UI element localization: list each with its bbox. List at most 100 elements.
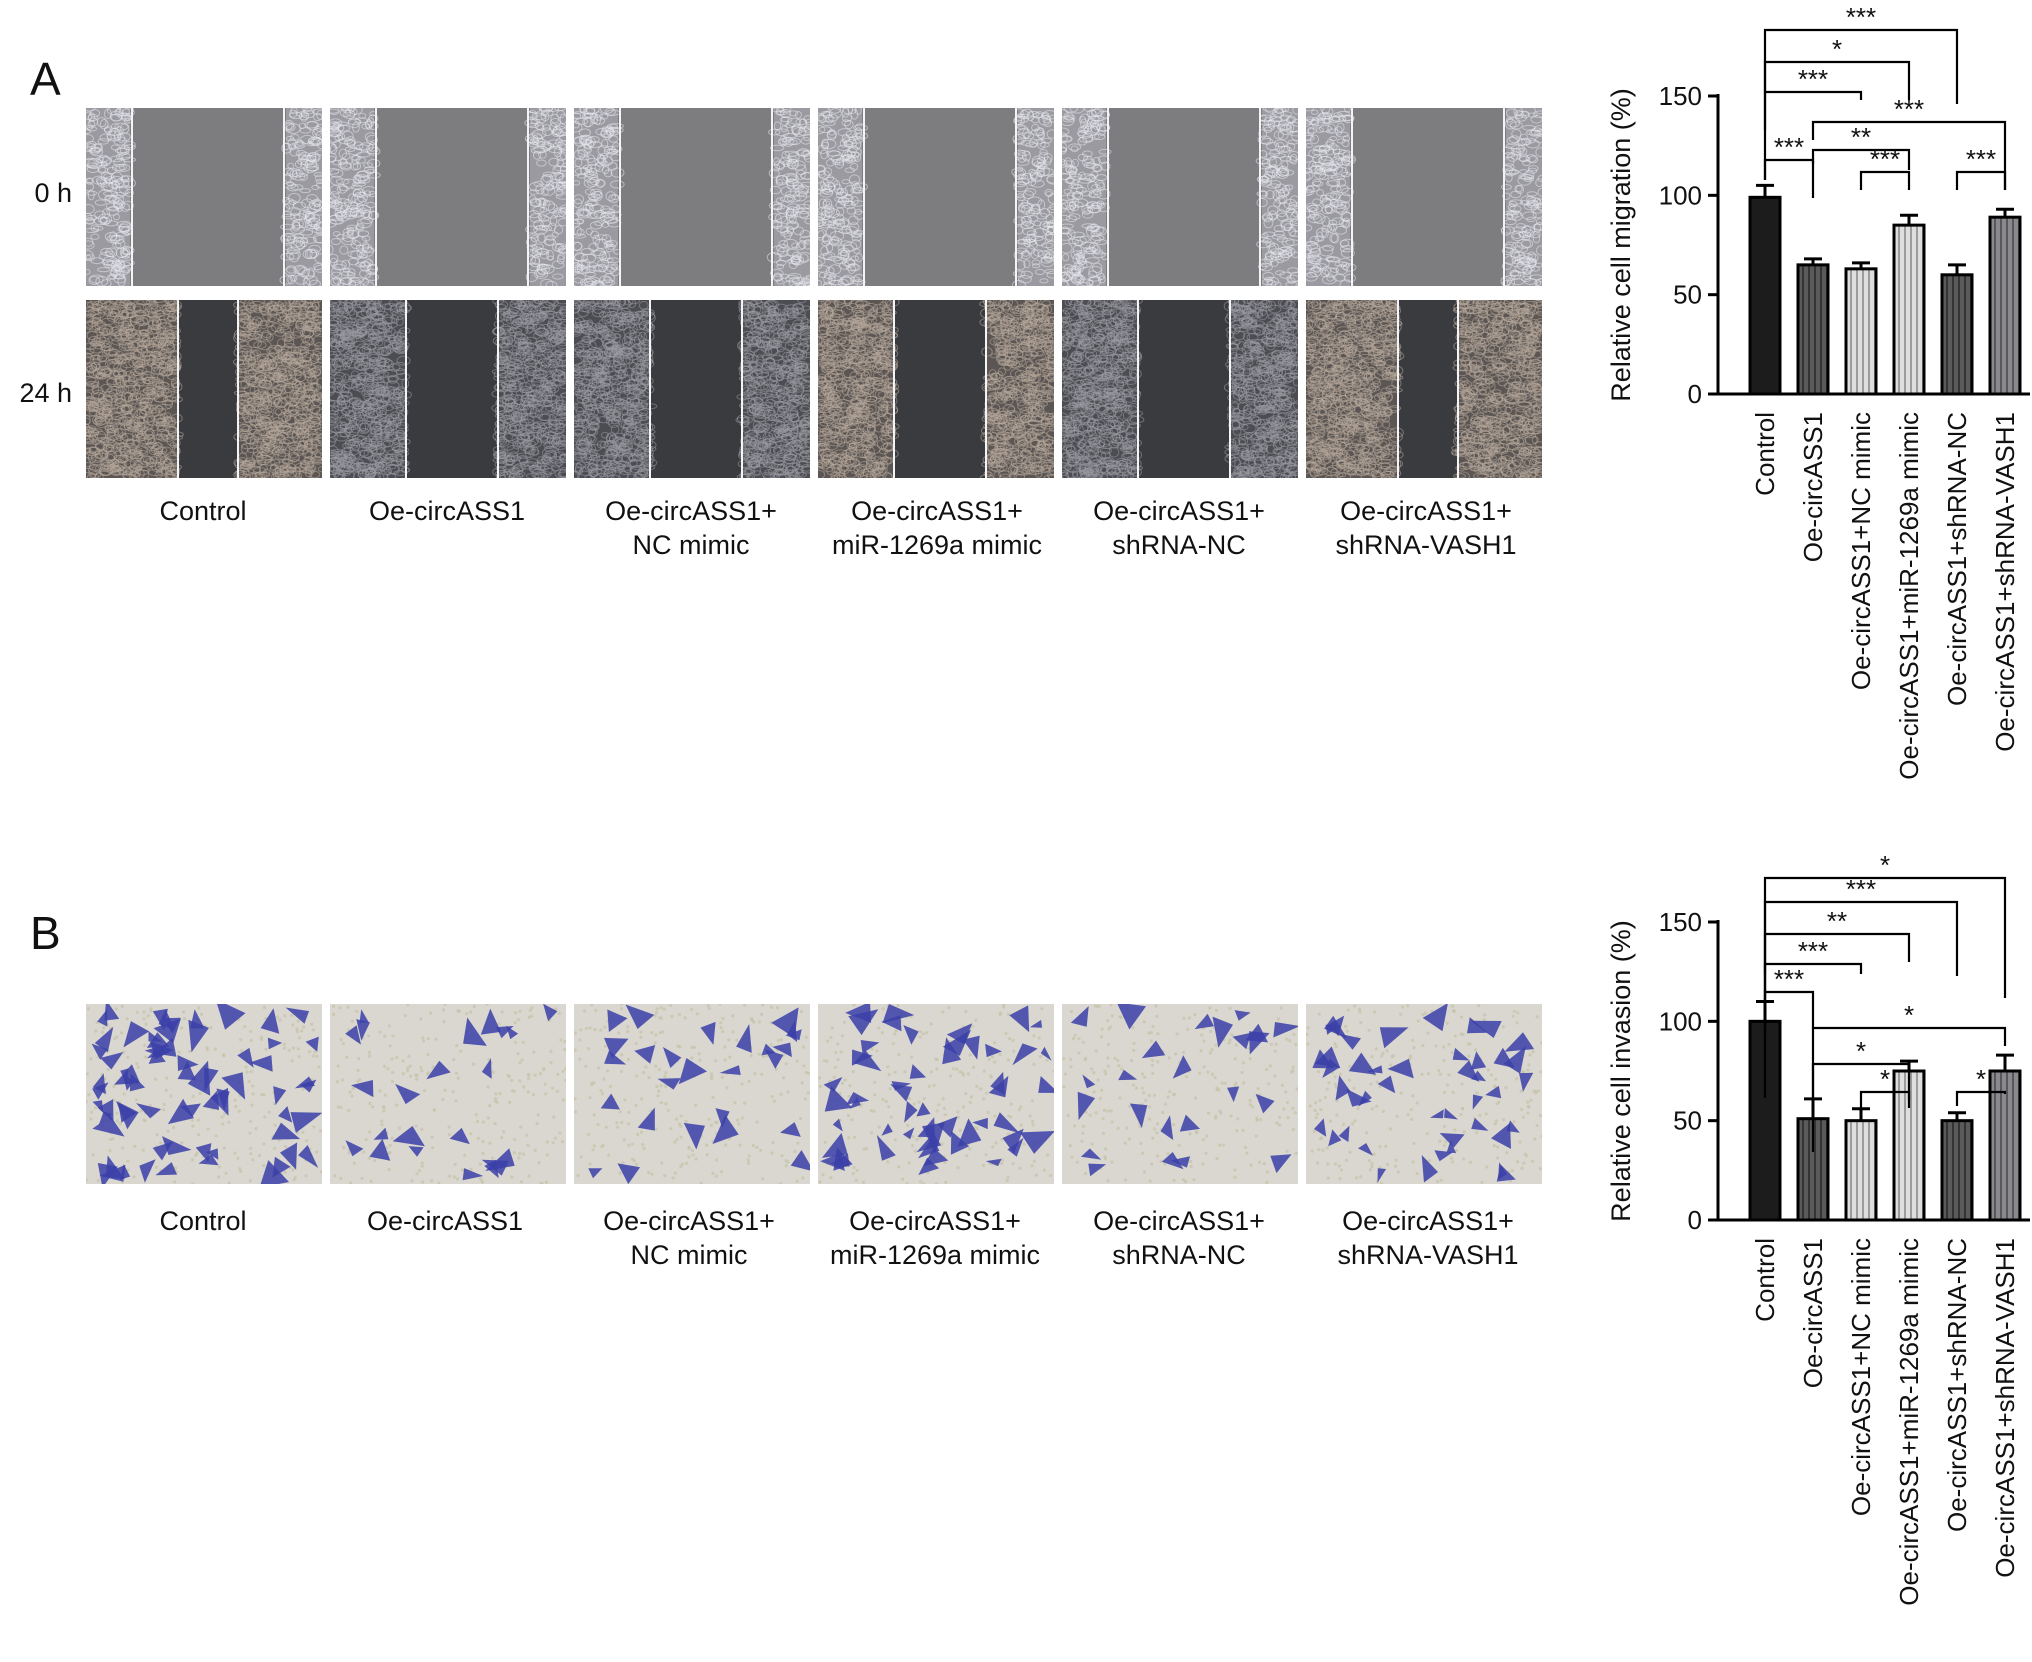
transwell-image-4: [818, 1004, 1054, 1184]
x-tick-label-3: Oe-circASS1+NC mimic: [1846, 1238, 1876, 1516]
significance-bracket-5: [1811, 148, 1911, 170]
significance-label-7: ***: [1870, 144, 1900, 174]
bar-5: [1940, 273, 1974, 396]
error-bar-2: [1804, 257, 1822, 265]
bar-3: [1844, 1119, 1878, 1222]
x-tick-label-2: Oe-circASS1: [1798, 1238, 1828, 1388]
x-tick-label-6: Oe-circASS1+shRNA-VASH1: [1990, 1238, 2020, 1578]
condition-label-a-oe-circass1: Oe-circASS1: [368, 496, 526, 526]
y-axis-label: Relative cell migration (%): [1606, 88, 1636, 402]
significance-bracket-4: [1811, 120, 2007, 190]
significance-bracket-3: [1763, 932, 1911, 974]
scratch-image-0h-5: [1062, 108, 1298, 286]
significance-label-8: ***: [1966, 144, 1996, 174]
y-axis-label: Relative cell invasion (%): [1606, 920, 1636, 1222]
significance-label-4: ***: [1894, 94, 1924, 124]
bar-4: [1892, 223, 1926, 396]
error-bar-5: [1948, 1111, 1966, 1121]
y-tick-label: 0: [1688, 379, 1702, 409]
y-tick-label: 0: [1688, 1205, 1702, 1235]
scratch-image-24h-4: [818, 300, 1054, 478]
condition-label-a-control: Control: [159, 496, 247, 526]
bar-5: [1940, 1119, 1974, 1222]
significance-bracket-4: [1763, 962, 1863, 1010]
error-bar-6: [1996, 1053, 2014, 1071]
error-bar-1: [1756, 183, 1774, 198]
significance-bracket-8: [1859, 1090, 1911, 1110]
significance-bracket-2: [1763, 60, 1911, 100]
bar-3: [1844, 267, 1878, 396]
x-tick-label-4: Oe-circASS1+miR-1269a mimic: [1894, 1238, 1924, 1606]
condition-label-b-oe-circass1: Oe-circASS1: [366, 1206, 524, 1236]
significance-bracket-9: [1955, 1090, 2007, 1106]
x-tick-label-4: Oe-circASS1+miR-1269a mimic: [1894, 412, 1924, 780]
condition-label-a-nc-mimic: Oe-circASS1+ NC mimic: [605, 496, 777, 560]
transwell-image-6: [1306, 1004, 1542, 1184]
bar-2: [1796, 263, 1830, 396]
significance-bracket-8: [1955, 170, 2007, 190]
significance-label-2: ***: [1846, 874, 1876, 904]
row-label-24h: 24 h: [19, 378, 72, 408]
transwell-image-2: [330, 1004, 566, 1184]
x-tick-label-6: Oe-circASS1+shRNA-VASH1: [1990, 412, 2020, 752]
scratch-image-24h-6: [1306, 300, 1542, 478]
condition-label-b-nc-mimic: Oe-circASS1+ NC mimic: [603, 1206, 775, 1270]
error-bar-4: [1900, 213, 1918, 226]
condition-label-a-mir-1269a-mimic: Oe-circASS1+ miR-1269a mimic: [831, 496, 1043, 560]
y-tick-label: 50: [1673, 280, 1702, 310]
bar-6: [1988, 215, 2022, 396]
x-tick-label-1: Control: [1750, 412, 1780, 496]
significance-label-7: *: [1856, 1036, 1866, 1066]
significance-label-3: ***: [1798, 64, 1828, 94]
condition-label-b-shrna-nc: Oe-circASS1+ shRNA-NC: [1093, 1206, 1265, 1270]
condition-label-b-shrna-vash1: Oe-circASS1+ shRNA-VASH1: [1337, 1206, 1519, 1270]
scratch-image-24h-5: [1062, 300, 1298, 478]
transwell-image-3: [574, 1004, 810, 1184]
bar-1: [1748, 195, 1782, 396]
migration-bar-chart: 0 50 100 150 Relative cell migration (%) Cont…: [1590, 0, 2032, 830]
x-tick-label-1: Control: [1750, 1238, 1780, 1322]
x-tick-label-5: Oe-circASS1+shRNA-NC: [1942, 1238, 1972, 1532]
condition-label-a-shrna-nc: Oe-circASS1+ shRNA-NC: [1093, 496, 1265, 560]
scratch-image-0h-2: [330, 108, 566, 286]
significance-label-4: ***: [1798, 936, 1828, 966]
chart-svg: 0 50 100 150 Relative cell migration (%) Cont…: [1606, 2, 2030, 780]
y-tick-label: 100: [1659, 180, 1702, 210]
scratch-image-0h-3: [574, 108, 810, 286]
significance-label-1: *: [1880, 850, 1890, 880]
significance-bracket-6: [1763, 158, 1815, 198]
x-tick-label-3: Oe-circASS1+NC mimic: [1846, 412, 1876, 690]
panel-letter-a: A: [30, 53, 61, 105]
condition-label-b-mir-1269a-mimic: Oe-circASS1+ miR-1269a mimic: [829, 1206, 1041, 1270]
error-bar-6: [1996, 207, 2014, 218]
y-tick-label: 150: [1659, 907, 1702, 937]
scratch-image-0h-4: [818, 108, 1054, 286]
significance-label-6: *: [1904, 1000, 1914, 1030]
x-tick-label-5: Oe-circASS1+shRNA-NC: [1942, 412, 1972, 706]
scratch-image-0h-6: [1306, 108, 1542, 286]
chart-svg: 0 50 100 150 Relative cell invasion (%) Contr…: [1606, 850, 2030, 1606]
panel-letter-b: B: [30, 907, 61, 959]
error-bar-3: [1852, 261, 1870, 269]
significance-bracket-5: [1763, 990, 1815, 1028]
significance-label-5: ***: [1774, 964, 1804, 994]
significance-bracket-7: [1859, 170, 1911, 190]
transwell-image-1: [86, 1004, 322, 1184]
significance-label-2: *: [1832, 34, 1842, 64]
y-tick-label: 50: [1673, 1106, 1702, 1136]
invasion-bar-chart: 0 50 100 150 Relative cell invasion (%) Contr…: [1590, 830, 2032, 1662]
y-tick-label: 150: [1659, 81, 1702, 111]
significance-label-9: *: [1976, 1064, 1986, 1094]
scratch-image-24h-3: [574, 300, 810, 478]
significance-label-5: **: [1851, 122, 1871, 152]
scratch-image-0h-1: [86, 108, 322, 286]
condition-label-b-control: Control: [159, 1206, 247, 1236]
condition-label-a-shrna-vash1: Oe-circASS1+ shRNA-VASH1: [1335, 496, 1517, 560]
significance-bracket-3: [1763, 90, 1863, 130]
significance-label-1: ***: [1846, 2, 1876, 32]
scratch-image-24h-2: [330, 300, 566, 478]
error-bar-3: [1852, 1107, 1870, 1121]
significance-label-8: *: [1880, 1064, 1890, 1094]
transwell-image-5: [1062, 1004, 1298, 1184]
significance-bracket-7: [1811, 1062, 1911, 1120]
